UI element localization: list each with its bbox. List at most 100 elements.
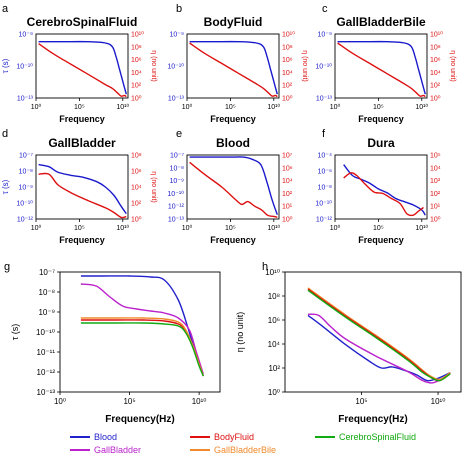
series-line-Blood-0 — [80, 275, 204, 377]
x-tick-label: 10⁰ — [330, 224, 341, 232]
panel-title: GallBladder — [48, 136, 116, 150]
panel-title: BodyFluid — [204, 15, 263, 29]
left-tick-label: 10⁻¹² — [17, 217, 34, 224]
left-tick-label: 10⁻¹³ — [316, 96, 333, 103]
y-tick-label: 10⁸ — [268, 292, 280, 301]
right-tick-label: 10² — [282, 83, 293, 90]
x-axis-label: Frequency — [59, 235, 105, 245]
panel-f — [334, 154, 428, 220]
right-tick-label: 10² — [131, 83, 142, 90]
left-tick-label: 10⁻⁶ — [318, 169, 332, 176]
left-tick-label: 10⁻¹⁰ — [16, 63, 33, 71]
panel-label: h — [262, 261, 268, 273]
x-tick-label: 10⁰ — [182, 103, 193, 111]
panel-title: Dura — [367, 136, 395, 150]
legend-label-CerebroSpinalFluid: CerebroSpinalFluid — [339, 432, 416, 442]
panel-label: a — [2, 3, 9, 15]
x-tick-label: 10¹⁰ — [415, 224, 428, 232]
left-tick-label: 10⁻¹⁰ — [167, 190, 184, 198]
x-tick-label: 10⁰ — [31, 224, 42, 232]
right-tick-label: 10² — [131, 201, 142, 208]
x-tick-label: 10⁵ — [123, 397, 135, 406]
right-tick-label: 10⁰ — [131, 216, 142, 224]
left-tick-label: 10⁻⁹ — [170, 178, 184, 185]
left-tick-label: 10⁻⁹ — [19, 185, 33, 192]
panel-label: g — [4, 261, 10, 273]
right-tick-label: 10⁰ — [131, 95, 142, 103]
legend-label-Blood: Blood — [94, 432, 117, 442]
x-tick-label: 10⁵ — [373, 104, 384, 111]
x-tick-label: 10⁰ — [182, 224, 193, 232]
series-line-right-1 — [38, 172, 127, 219]
right-tick-label: 10⁴ — [282, 178, 293, 185]
series-line-GallBladderBile-2 — [307, 287, 451, 381]
plot-frame — [59, 271, 221, 393]
left-tick-label: 10⁻¹⁰ — [315, 63, 332, 71]
x-tick-label: 10¹⁰ — [116, 103, 129, 111]
left-tick-label: 10⁻¹³ — [168, 96, 185, 103]
panel-label: d — [2, 128, 8, 140]
left-tick-label: 10⁻⁸ — [318, 185, 332, 192]
right-axis-label: η (no unit) — [150, 171, 157, 203]
series-line-left-0 — [189, 40, 278, 95]
y-tick-label: 10⁻⁸ — [39, 288, 56, 297]
panel-b — [186, 33, 280, 99]
left-axis-label: τ (s) — [1, 58, 10, 73]
right-tick-label: 10⁰ — [282, 216, 293, 224]
series-line-left-0 — [337, 40, 426, 95]
series-line-Blood-0 — [307, 314, 451, 382]
legend-label-GallBladderBile: GallBladderBile — [214, 445, 276, 455]
series-line-right-1 — [38, 43, 127, 98]
panel-title: Blood — [216, 136, 250, 150]
right-tick-label: 10⁶ — [282, 57, 293, 64]
x-tick-label: 10¹⁰ — [192, 397, 207, 406]
x-axis-label: Frequency — [59, 114, 105, 124]
left-tick-label: 10⁻¹⁰ — [16, 200, 33, 208]
left-tick-label: 10⁻⁷ — [19, 153, 33, 160]
panel-e — [186, 154, 280, 220]
right-tick-label: 10⁷ — [282, 153, 293, 160]
right-tick-label: 10⁴ — [131, 185, 142, 192]
right-axis-label: η (no unit) — [449, 50, 456, 82]
right-tick-label: 10¹ — [282, 204, 293, 211]
panel-label: c — [322, 3, 328, 15]
right-tick-label: 10¹⁰ — [430, 31, 443, 39]
y-tick-label: 10⁻⁷ — [39, 268, 55, 277]
legend-label-BodyFluid: BodyFluid — [214, 432, 254, 442]
panel-d — [35, 154, 129, 220]
panel-title: GallBladderBile — [336, 15, 426, 29]
right-tick-label: 10⁴ — [430, 70, 441, 77]
x-tick-label: 10⁵ — [373, 225, 384, 232]
right-tick-label: 10⁵ — [430, 153, 441, 160]
right-tick-label: 10⁶ — [131, 57, 142, 64]
y-tick-label: 10⁻¹³ — [37, 388, 56, 397]
left-tick-label: 10⁻¹⁰ — [315, 200, 332, 208]
y-tick-label: 10⁻⁹ — [38, 308, 55, 317]
series-line-left-0 — [189, 156, 278, 215]
plot-frame — [186, 33, 280, 99]
x-axis-label: Frequency — [210, 235, 256, 245]
panel-c — [334, 33, 428, 99]
left-tick-label: 10⁻⁹ — [318, 32, 332, 39]
x-tick-label: 10⁵ — [74, 104, 85, 111]
series-line-right-1 — [343, 172, 424, 217]
plot-frame — [334, 33, 428, 99]
y-axis-label: τ (s) — [10, 324, 20, 341]
right-tick-label: 10⁸ — [131, 153, 142, 160]
right-tick-label: 10⁸ — [282, 44, 293, 51]
right-tick-label: 10² — [282, 191, 293, 198]
series-line-GallBladderBile-3 — [80, 317, 204, 377]
x-tick-label: 10¹⁰ — [267, 224, 280, 232]
panel-a — [35, 33, 129, 99]
y-tick-label: 10⁰ — [268, 388, 280, 397]
right-tick-label: 10⁶ — [131, 169, 142, 176]
panel-label: f — [322, 128, 326, 140]
panel-label: e — [176, 128, 182, 140]
series-line-CerebroSpinalFluid-4 — [80, 322, 204, 377]
y-axis-label: η (no unit) — [235, 312, 245, 353]
x-tick-label: 10¹⁰ — [431, 397, 446, 406]
right-tick-label: 10⁰ — [430, 216, 441, 224]
left-tick-label: 10⁻¹⁰ — [167, 63, 184, 71]
plot-frame — [35, 33, 129, 99]
left-tick-label: 10⁻⁹ — [170, 32, 184, 39]
